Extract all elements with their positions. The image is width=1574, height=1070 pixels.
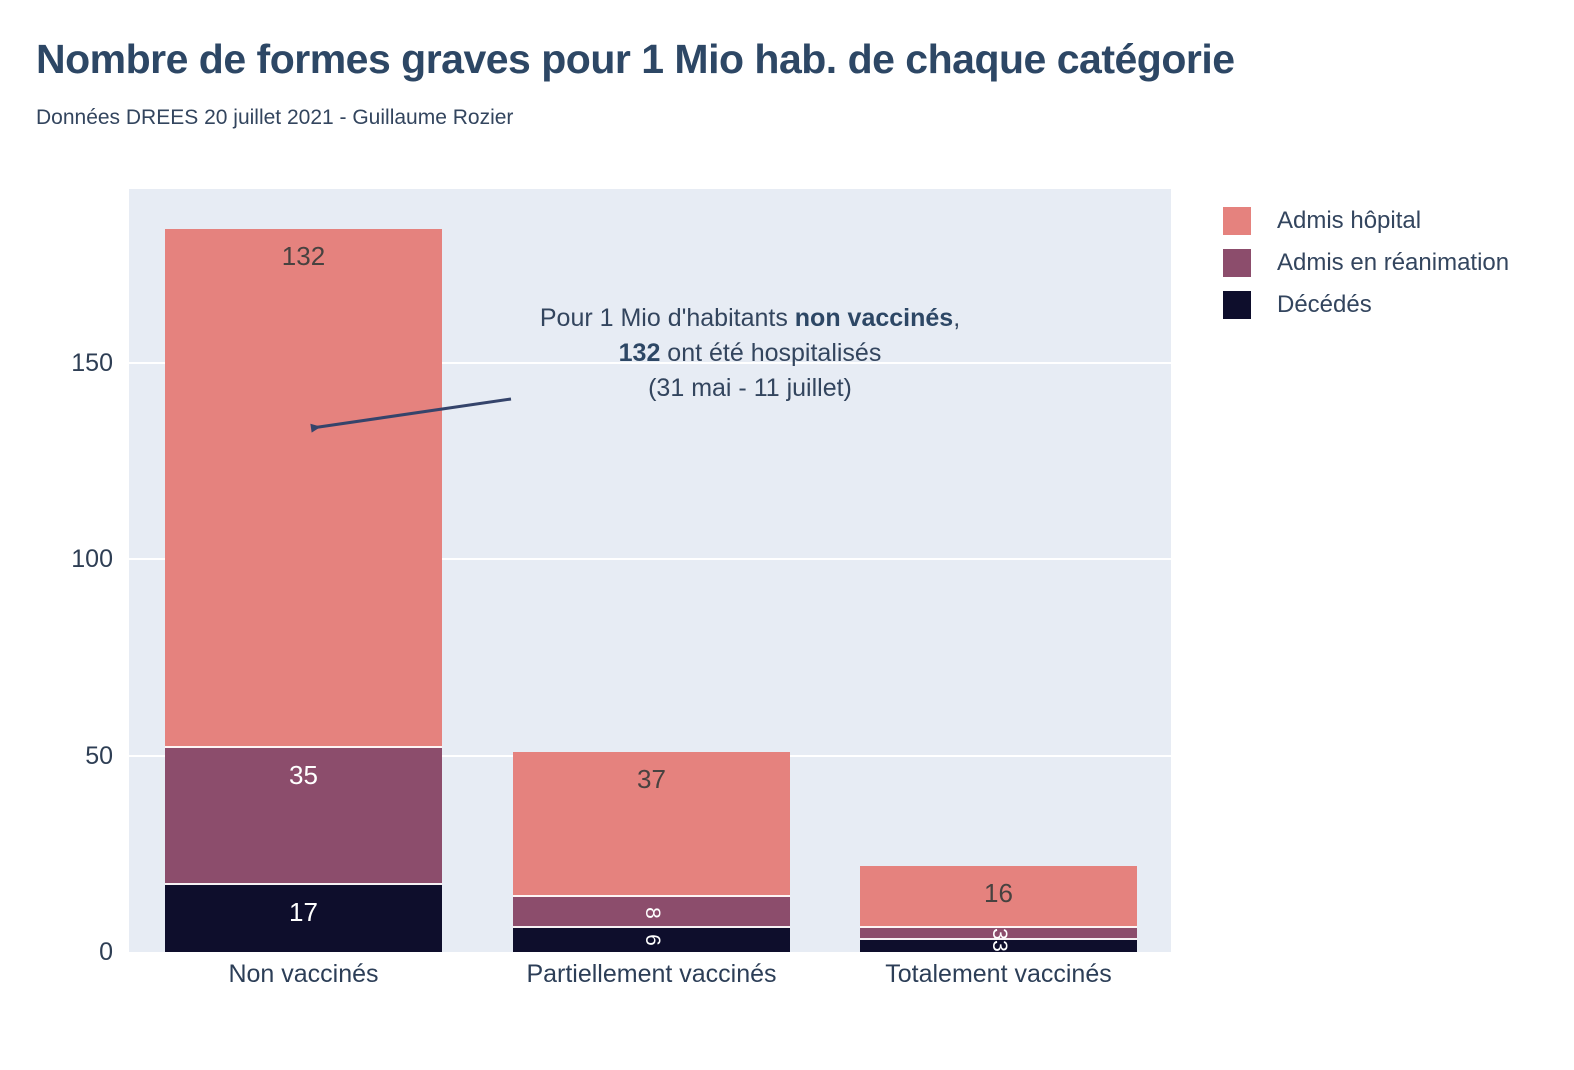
page-subtitle: Données DREES 20 juillet 2021 - Guillaum… bbox=[36, 106, 514, 129]
bar-value-label-wrap: 17 bbox=[165, 885, 442, 952]
legend-label: Décédés bbox=[1277, 291, 1372, 318]
gridline-100 bbox=[129, 558, 1171, 560]
legend: Admis hôpital Admis en réanimation Décéd… bbox=[1223, 207, 1509, 333]
bar-value-label-wrap: 6 bbox=[513, 928, 790, 952]
bar-value-label: 16 bbox=[984, 877, 1013, 908]
bar-group-3: 16 3 3 bbox=[860, 189, 1137, 952]
annotation-line-1: Pour 1 Mio d'habitants non vaccinés, bbox=[539, 304, 961, 332]
legend-item-admis-hopital[interactable]: Admis hôpital bbox=[1223, 207, 1509, 235]
bar-segment-s1-c0[interactable]: 35 bbox=[165, 747, 442, 886]
bar-segment-s1-c2[interactable]: 3 bbox=[860, 928, 1137, 941]
bar-value-label: 3 bbox=[987, 940, 1011, 952]
legend-item-decedes[interactable]: Décédés bbox=[1223, 291, 1509, 319]
bar-segment-s1-c1[interactable]: 8 bbox=[513, 896, 790, 929]
bar-value-label: 17 bbox=[289, 897, 318, 928]
annotation-line-2: 132 ont été hospitalisés bbox=[618, 339, 882, 367]
bar-segment-s0-c0[interactable]: 132 bbox=[165, 228, 442, 748]
x-category-label: Totalement vaccinés bbox=[885, 960, 1112, 988]
legend-swatch-decedes-icon bbox=[1223, 291, 1251, 319]
y-axis-tick-label: 0 bbox=[99, 938, 113, 966]
x-category-label: Non vaccinés bbox=[228, 960, 379, 988]
bar-value-label-wrap: 37 bbox=[513, 752, 790, 897]
bar-value-label: 37 bbox=[637, 763, 666, 794]
bar-value-label-wrap: 3 bbox=[860, 928, 1137, 940]
bar-value-label: 6 bbox=[640, 934, 664, 947]
y-axis-tick-label: 50 bbox=[85, 741, 113, 770]
x-category-label: Partiellement vaccinés bbox=[526, 960, 777, 988]
bar-group-2: 37 8 6 bbox=[513, 189, 790, 952]
bar-value-label-wrap: 16 bbox=[860, 866, 1137, 929]
bar-value-label-wrap: 8 bbox=[513, 897, 790, 928]
legend-swatch-admis-hopital-icon bbox=[1223, 207, 1251, 235]
bar-segment-s0-c1[interactable]: 37 bbox=[513, 751, 790, 897]
bar-value-label: 132 bbox=[281, 240, 326, 271]
bar-value-label-wrap: 3 bbox=[860, 940, 1137, 952]
bar-segment-s0-c2[interactable]: 16 bbox=[860, 865, 1137, 929]
annotation-text: Pour 1 Mio d'habitants non vaccinés, 132… bbox=[430, 301, 1070, 406]
bar-value-label-wrap: 35 bbox=[165, 748, 442, 886]
annotation-line-3: (31 mai - 11 juillet) bbox=[648, 374, 852, 402]
page-title: Nombre de formes graves pour 1 Mio hab. … bbox=[36, 36, 1235, 82]
y-axis-tick-label: 100 bbox=[71, 545, 113, 573]
legend-swatch-admis-reanimation-icon bbox=[1223, 249, 1251, 277]
y-axis-tick-label: 150 bbox=[71, 348, 113, 377]
legend-label: Admis hôpital bbox=[1277, 207, 1422, 234]
legend-item-admis-reanimation[interactable]: Admis en réanimation bbox=[1223, 249, 1509, 277]
bar-group-1: 132 35 17 bbox=[165, 189, 442, 952]
bar-value-label: 8 bbox=[640, 906, 664, 919]
plot-area: 0 50 100 150 132 35 17 Non vaccinés 37 8 6 Partiell… bbox=[71, 189, 1171, 988]
bar-value-label-wrap: 132 bbox=[165, 229, 442, 748]
bar-value-label: 3 bbox=[987, 928, 1011, 941]
legend-label: Admis en réanimation bbox=[1277, 249, 1510, 276]
gridline-150 bbox=[129, 361, 1171, 364]
bar-segment-s2-c2[interactable]: 3 bbox=[860, 940, 1137, 952]
bar-value-label: 35 bbox=[289, 759, 318, 790]
bar-segment-s2-c0[interactable]: 17 bbox=[165, 885, 442, 952]
bar-segment-s2-c1[interactable]: 6 bbox=[513, 928, 790, 952]
